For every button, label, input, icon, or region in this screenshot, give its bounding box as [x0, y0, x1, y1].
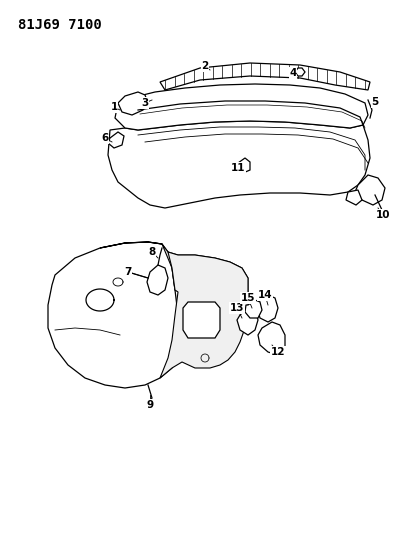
Text: 2: 2	[201, 61, 208, 71]
Text: 7: 7	[124, 267, 131, 277]
Polygon shape	[159, 252, 247, 378]
Polygon shape	[257, 322, 284, 355]
Polygon shape	[354, 175, 384, 205]
Text: 6: 6	[101, 133, 108, 143]
Polygon shape	[345, 190, 361, 205]
Polygon shape	[48, 242, 180, 388]
Text: 12: 12	[270, 347, 285, 357]
Text: 14: 14	[257, 290, 272, 300]
Polygon shape	[115, 84, 367, 130]
Text: 1: 1	[110, 102, 117, 112]
Polygon shape	[108, 132, 124, 148]
Polygon shape	[147, 265, 168, 295]
Text: 11: 11	[230, 163, 244, 173]
Polygon shape	[244, 300, 261, 318]
Text: 3: 3	[141, 98, 148, 108]
Polygon shape	[294, 68, 304, 76]
Text: 13: 13	[229, 303, 244, 313]
Polygon shape	[108, 121, 369, 208]
Text: 4: 4	[289, 68, 296, 78]
Text: 5: 5	[370, 97, 378, 107]
Polygon shape	[237, 158, 249, 173]
Polygon shape	[100, 242, 247, 295]
Text: 81J69 7100: 81J69 7100	[18, 18, 102, 32]
Text: 8: 8	[148, 247, 155, 257]
Polygon shape	[236, 308, 257, 335]
Text: 10: 10	[375, 210, 389, 220]
Polygon shape	[256, 295, 277, 322]
Polygon shape	[118, 92, 147, 115]
Text: 15: 15	[240, 293, 255, 303]
Polygon shape	[159, 63, 369, 90]
Text: 9: 9	[146, 400, 153, 410]
Polygon shape	[183, 302, 219, 338]
